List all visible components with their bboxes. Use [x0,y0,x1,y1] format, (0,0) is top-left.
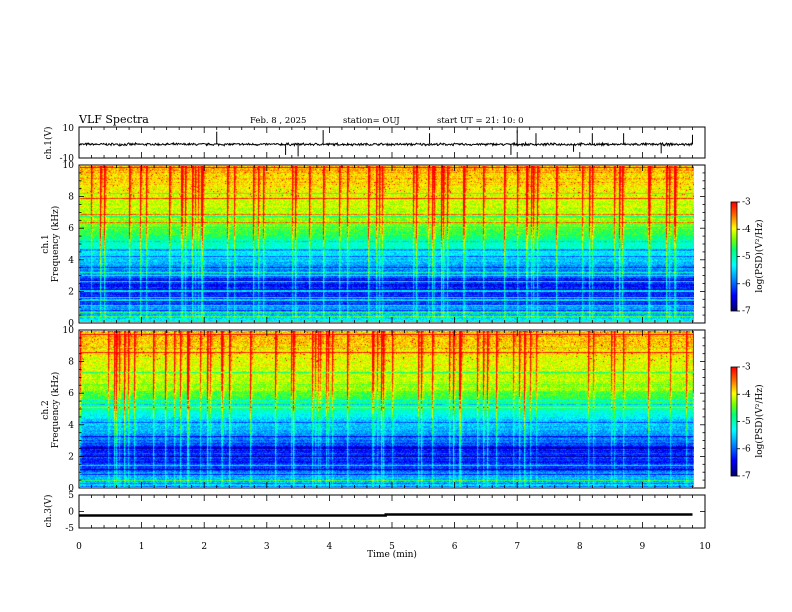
figure-title: VLF Spectra [78,113,149,126]
ch1-colorbar-image [731,202,737,311]
ch1-spectrogram-yticks: 0 2 4 6 8 10 [63,161,705,329]
start-time-label: start UT = 21: 10: 0 [437,116,524,126]
ch2-spectrogram-ylabel-channel: ch.2 [41,400,51,419]
x-tick-label: 2 [201,542,207,552]
frequency-tick-label: 2 [68,287,74,297]
ch2-colorbar-label: log(PSD)(V²/Hz) [754,384,765,457]
x-tick-label: 7 [514,542,520,552]
colorbar-tick-label: -3 [742,363,751,373]
ch3-waveform-line [79,513,693,517]
frequency-tick-label: 0 [68,319,74,329]
colorbar-tick-label: -7 [742,472,751,482]
ch1-waveform-panel: 10 -10 ch.1(V) [43,124,706,164]
colorbar-tick-label: -5 [742,417,751,427]
station-label: station= OUJ [343,116,400,126]
colorbar-tick-label: -3 [742,198,751,208]
ch1-ylabel: ch.1(V) [43,127,54,160]
frequency-tick-label: 6 [68,389,74,399]
colorbar-tick-label: -4 [742,225,751,235]
ch1-spectrogram-ylabel-frequency: Frequency (kHz) [50,206,61,283]
colorbar-tick-label: -5 [742,252,751,262]
x-axis-ticks [78,127,706,528]
ch2-colorbar-image [731,367,737,476]
frequency-tick-label: 10 [63,161,75,171]
frequency-tick-label: 10 [63,326,75,336]
x-tick-label: 0 [76,542,82,552]
ch3-ytick-label: 5 [68,491,74,501]
ch2-spectrogram-ylabel-frequency: Frequency (kHz) [50,372,61,449]
ch3-waveform-panel: 5 0 -5 ch.3(V) [43,491,706,534]
ch1-ytick-top: 10 [63,124,75,134]
ch1-ytick-bottom: -10 [60,154,75,164]
ch1-spectrogram-panel: 0 2 4 6 8 10 ch.1 Frequency (kHz) [41,161,706,329]
x-tick-label: 5 [389,542,395,552]
frequency-tick-label: 8 [68,193,74,203]
x-tick-label: 3 [264,542,270,552]
x-tick-label: 4 [327,542,333,552]
frequency-tick-label: 0 [68,484,74,494]
x-tick-label: 8 [577,542,583,552]
colorbar-tick-label: -4 [742,390,751,400]
ch3-ytick-label: 0 [68,508,74,518]
ch1-colorbar: -3 -4 -5 -6 -7 log(PSD)(V²/Hz) [730,198,765,317]
date-label: Feb. 8 , 2025 [250,116,306,126]
x-tick-label: 9 [640,542,646,552]
colorbar-tick-label: -6 [742,279,751,289]
ch2-spectrogram-panel: 0 2 4 6 8 10 ch.2 Frequency (kHz) [41,326,706,494]
frequency-tick-label: 2 [68,452,74,462]
x-tick-label: 6 [452,542,458,552]
x-tick-label: 10 [699,542,711,552]
ch1-waveform-line [78,141,693,148]
frequency-tick-label: 8 [68,358,74,368]
frequency-tick-label: 4 [68,421,74,431]
ch2-colorbar: -3 -4 -5 -6 -7 log(PSD)(V²/Hz) [730,363,765,482]
x-axis-tick-labels: 0 1 2 3 4 5 6 7 8 9 10 [76,542,711,552]
x-axis-label: Time (min) [367,549,417,560]
ch1-spectrogram-ylabel-channel: ch.1 [41,234,51,253]
ch1-spikes [216,130,693,157]
ch2-spectrogram-yticks: 0 2 4 6 8 10 [63,326,705,494]
x-tick-label: 1 [139,542,145,552]
colorbar-tick-label: -7 [742,307,751,317]
ch3-ytick-label: -5 [65,524,74,534]
colorbar-tick-label: -6 [742,444,751,454]
ch1-colorbar-label: log(PSD)(V²/Hz) [754,219,765,292]
ch2-spectrogram-image [80,331,694,487]
frequency-tick-label: 6 [68,224,74,234]
ch3-ylabel: ch.3(V) [43,495,54,528]
ch1-spectrogram-image [80,166,694,322]
frequency-tick-label: 4 [68,256,74,266]
